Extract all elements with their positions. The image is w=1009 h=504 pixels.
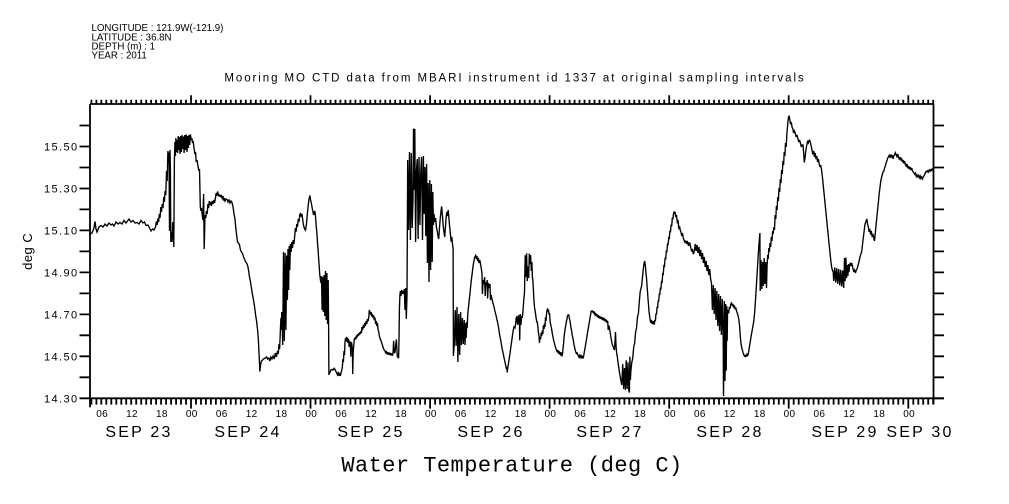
svg-text:00: 00: [305, 409, 317, 420]
svg-text:SEP 28: SEP 28: [696, 424, 763, 441]
svg-text:SEP 26: SEP 26: [457, 424, 524, 441]
svg-text:SEP 30: SEP 30: [886, 424, 953, 441]
svg-text:SEP 24: SEP 24: [214, 424, 281, 441]
svg-text:12: 12: [246, 409, 258, 420]
svg-text:Water Temperature (deg C): Water Temperature (deg C): [341, 454, 682, 479]
svg-text:18: 18: [515, 409, 527, 420]
svg-text:12: 12: [126, 409, 138, 420]
svg-text:SEP 29: SEP 29: [811, 424, 878, 441]
svg-text:12: 12: [843, 409, 855, 420]
svg-text:00: 00: [425, 409, 437, 420]
svg-text:14.90: 14.90: [44, 267, 79, 279]
svg-text:15.30: 15.30: [44, 184, 79, 196]
svg-text:00: 00: [903, 409, 915, 420]
svg-text:deg C: deg C: [20, 233, 35, 270]
svg-text:DEPTH (m) : 1: DEPTH (m) : 1: [92, 41, 156, 52]
svg-text:14.30: 14.30: [44, 393, 79, 405]
svg-text:Mooring MO CTD data from MBARI: Mooring MO CTD data from MBARI instrumen…: [224, 73, 805, 85]
svg-text:YEAR : 2011: YEAR : 2011: [92, 50, 147, 61]
svg-text:06: 06: [96, 409, 108, 420]
svg-text:12: 12: [604, 409, 616, 420]
svg-text:06: 06: [455, 409, 467, 420]
svg-text:00: 00: [784, 409, 796, 420]
svg-text:06: 06: [814, 409, 826, 420]
svg-text:12: 12: [485, 409, 497, 420]
svg-text:00: 00: [186, 409, 198, 420]
svg-text:00: 00: [664, 409, 676, 420]
svg-text:12: 12: [724, 409, 736, 420]
svg-text:LONGITUDE : 121.9W(-121.9): LONGITUDE : 121.9W(-121.9): [92, 23, 224, 34]
svg-text:06: 06: [574, 409, 586, 420]
svg-text:14.50: 14.50: [44, 351, 79, 363]
svg-text:18: 18: [873, 409, 885, 420]
svg-text:18: 18: [156, 409, 168, 420]
svg-text:SEP 25: SEP 25: [337, 424, 404, 441]
svg-text:15.10: 15.10: [44, 225, 79, 237]
svg-text:SEP 27: SEP 27: [576, 424, 643, 441]
svg-text:18: 18: [754, 409, 766, 420]
svg-text:06: 06: [694, 409, 706, 420]
svg-text:14.70: 14.70: [44, 309, 79, 321]
svg-text:SEP 23: SEP 23: [105, 424, 172, 441]
svg-text:12: 12: [365, 409, 377, 420]
svg-text:00: 00: [545, 409, 557, 420]
svg-text:18: 18: [634, 409, 646, 420]
svg-text:06: 06: [335, 409, 347, 420]
svg-text:15.50: 15.50: [44, 142, 79, 154]
svg-text:LATITUDE : 36.8N: LATITUDE : 36.8N: [92, 32, 172, 43]
svg-text:18: 18: [395, 409, 407, 420]
svg-text:06: 06: [216, 409, 228, 420]
svg-text:18: 18: [276, 409, 288, 420]
